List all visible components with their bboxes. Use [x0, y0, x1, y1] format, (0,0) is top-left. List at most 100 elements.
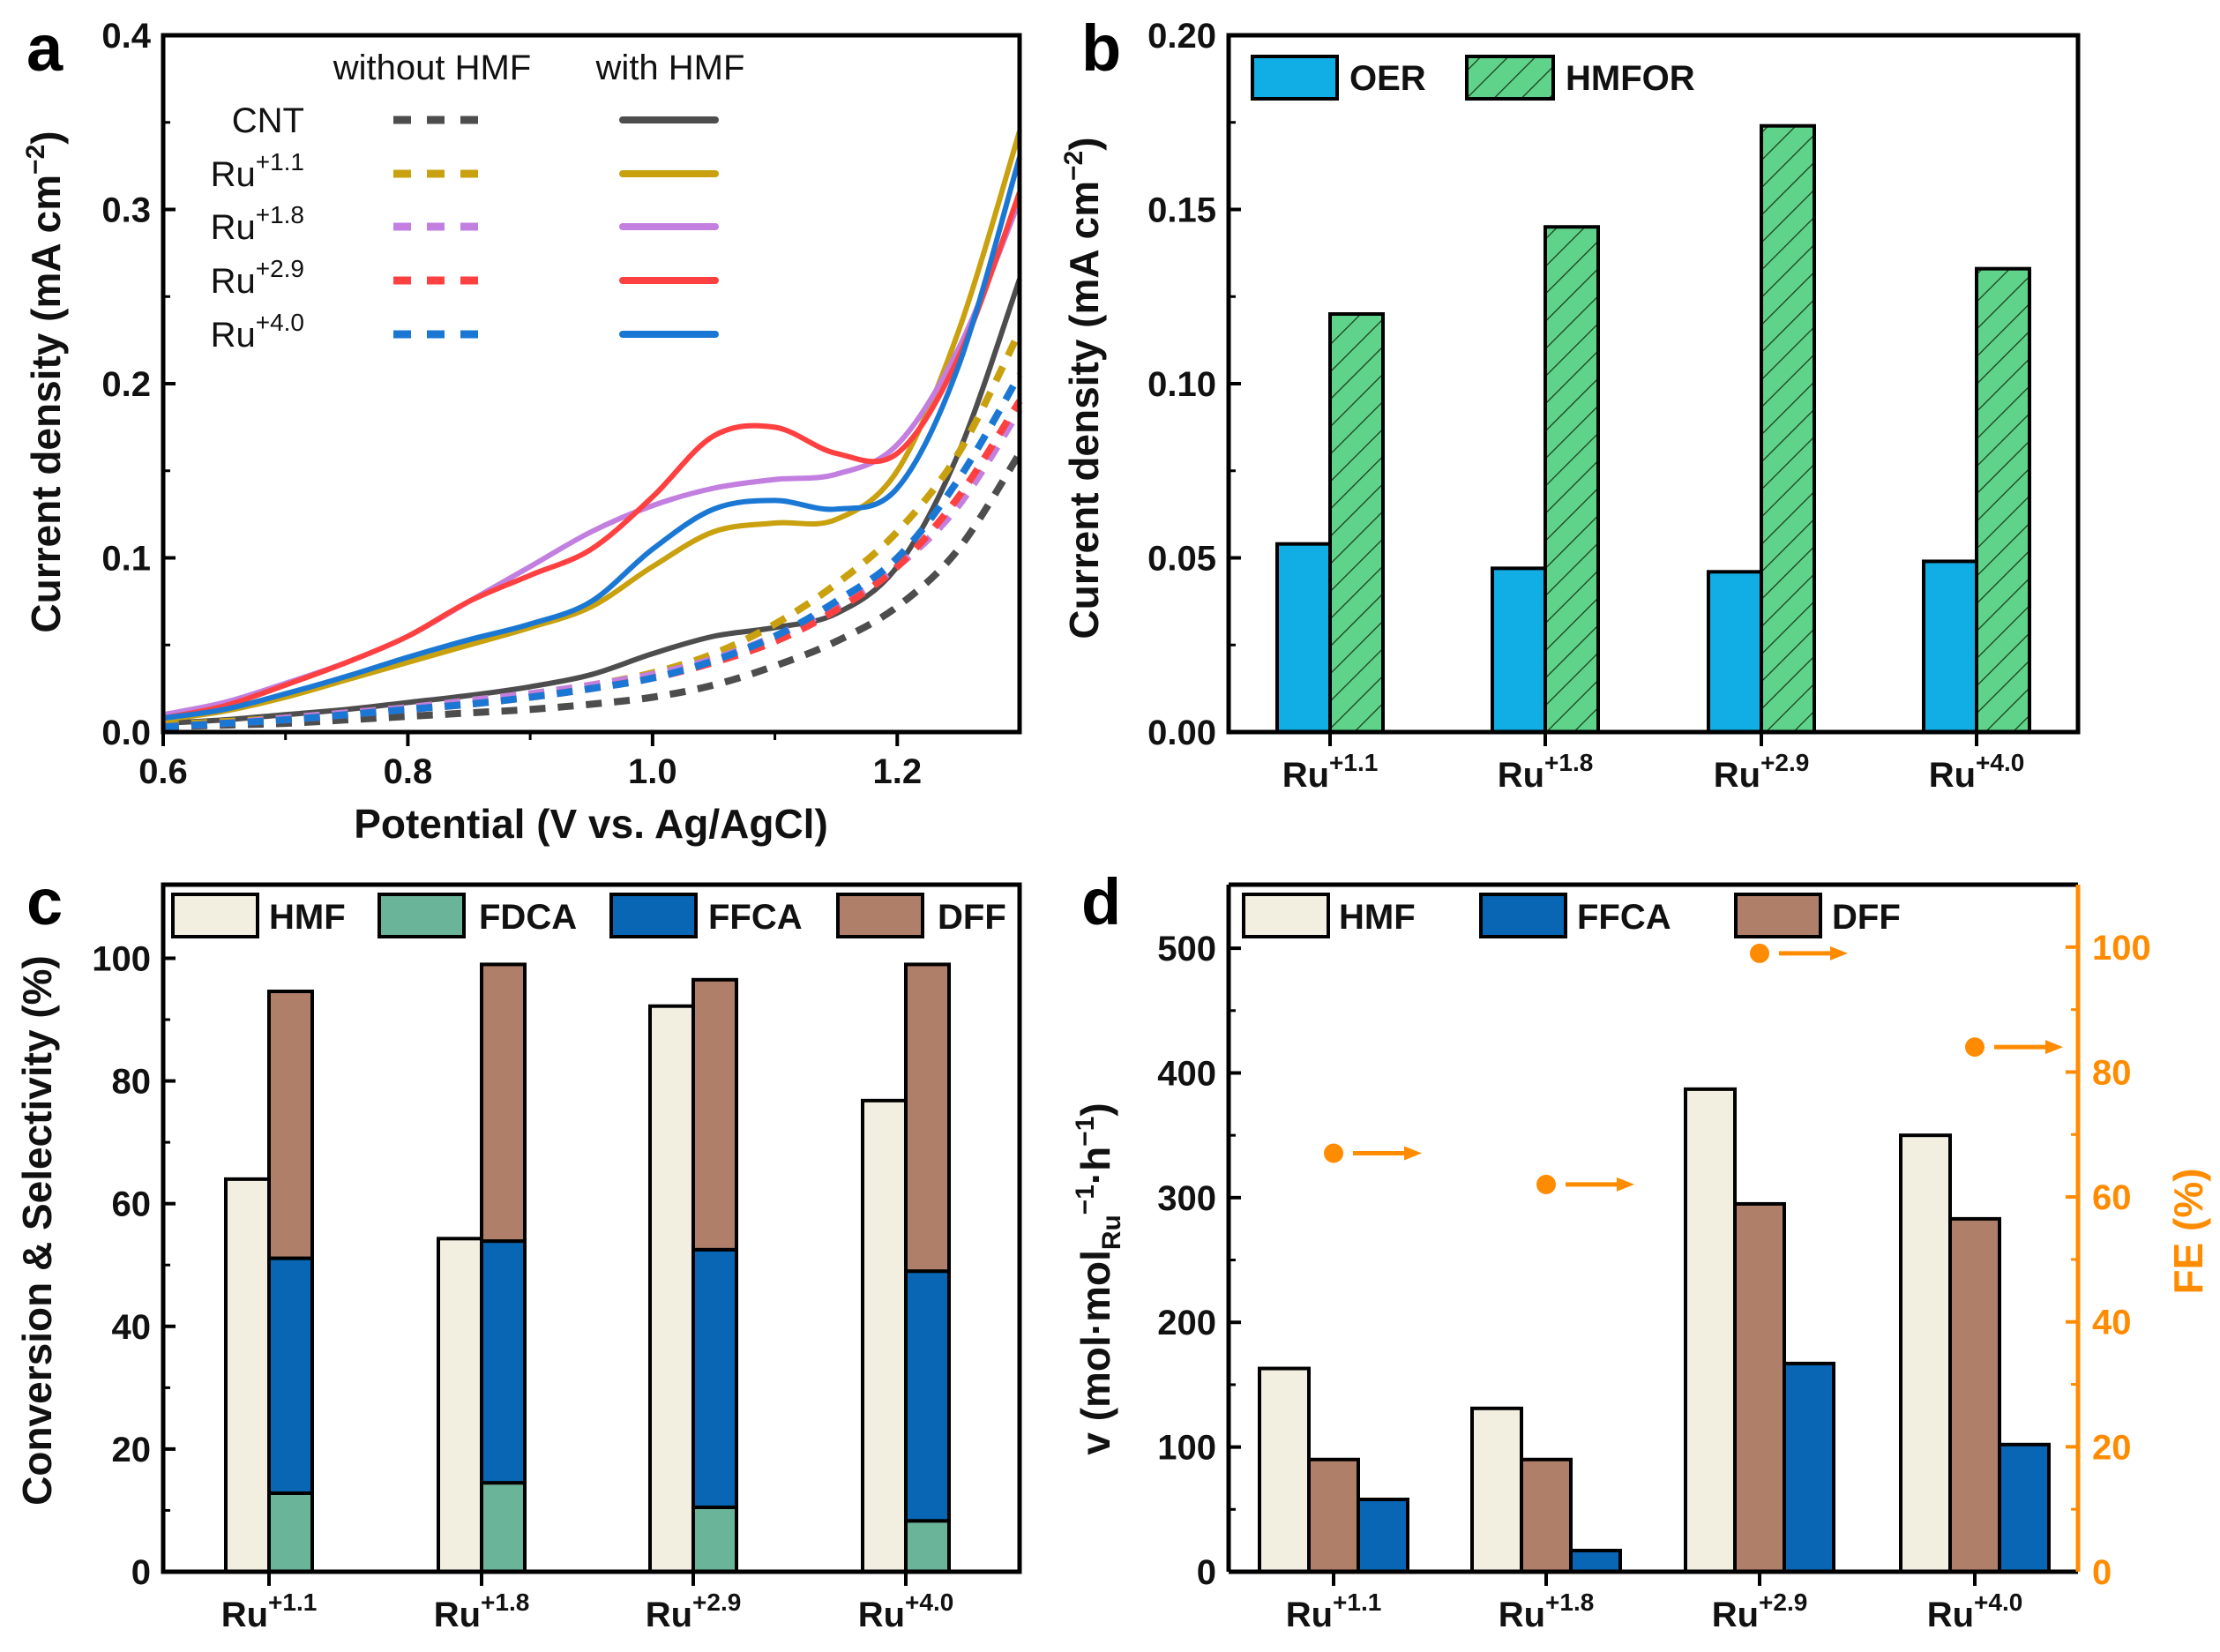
category-sup: +1.8 [1545, 1588, 1594, 1616]
legend-swatch-fdca [377, 893, 466, 938]
y-tick-label: 500 [1157, 930, 1216, 968]
category-sup: +4.0 [905, 1588, 953, 1616]
line-with-hmf-0 [162, 278, 1022, 727]
legend-label: Ru+2.9 [211, 255, 304, 301]
legend-label-dff: DFF [938, 898, 1006, 937]
bar-fdca-selectivity [480, 1481, 527, 1574]
y-tick-label: 0.1 [101, 540, 151, 579]
y-axis-label: Current density (mA cm−2) [21, 131, 69, 632]
legend-label: Ru+1.1 [211, 148, 304, 194]
y-tick-label: 400 [1157, 1054, 1216, 1093]
a-axes-frame [161, 33, 1022, 735]
panel-label-a: a [26, 11, 64, 85]
y-tick-label: 0 [1197, 1553, 1216, 1592]
legend-label: Ru+4.0 [211, 309, 304, 355]
y-tick-label: 0 [131, 1553, 151, 1592]
category-sup: +2.9 [692, 1588, 741, 1616]
bar-dff-selectivity [691, 977, 738, 1252]
bar-dff [1307, 1457, 1360, 1574]
y2-tick-label: 60 [2092, 1178, 2132, 1217]
bar-hmf-conversion [224, 1177, 271, 1574]
y2-tick-label: 20 [2092, 1428, 2132, 1467]
bar-oer [1491, 566, 1547, 734]
c-axes-frame [161, 882, 1022, 1574]
x-tick-label: 1.0 [628, 752, 677, 791]
y2-tick-label: 100 [2092, 929, 2151, 968]
category-base: Ru [1712, 1596, 1759, 1634]
legend-label-fdca: FDCA [479, 898, 577, 937]
bar-dff-selectivity [267, 990, 314, 1260]
y-tick-label: 0.3 [101, 191, 151, 230]
y-tick-label: 0.20 [1147, 17, 1216, 56]
bar-hmf-conversion [437, 1237, 483, 1574]
bar-hmf-conversion [648, 1004, 695, 1574]
x-tick-label: Ru+1.1 [221, 1588, 318, 1634]
bar-oer [1922, 559, 1978, 735]
legend-label-hmf: HMF [1339, 898, 1416, 937]
bar-dff-selectivity [480, 962, 527, 1244]
bar-oer [1707, 570, 1763, 734]
x-tick-label: Ru+1.8 [434, 1588, 530, 1634]
x-tick-label: Ru+2.9 [1714, 749, 1810, 795]
line-with-hmf-4 [162, 156, 1022, 721]
bar-hmf [1684, 1087, 1737, 1574]
category-base: Ru [1714, 756, 1760, 795]
y-axis-label-part: ) [23, 131, 69, 144]
panel-label-b: b [1081, 11, 1121, 85]
category-sup: +1.8 [481, 1588, 529, 1616]
y-tick-label: 200 [1157, 1304, 1216, 1342]
bar-ffca-selectivity [691, 1247, 738, 1509]
x-tick-label: Ru+1.1 [1286, 1588, 1382, 1634]
legend-label-base: Ru [211, 155, 256, 194]
bar-fdca-selectivity [691, 1505, 738, 1574]
panel-label-c: c [26, 865, 63, 938]
legend-label-base: Ru [211, 316, 256, 355]
y-tick-label: 60 [112, 1185, 152, 1224]
legend-label-dff: DFF [1832, 898, 1901, 937]
bar-hmfor [1975, 266, 2031, 734]
y-axis-label-part: ) [1061, 137, 1107, 150]
bar-dff-selectivity [904, 962, 951, 1274]
category-base: Ru [646, 1596, 692, 1634]
y-axis-label-part: −1 [1071, 1185, 1100, 1215]
y2-tick-label: 0 [2092, 1553, 2112, 1592]
y-axis-label-part: −2 [1059, 151, 1088, 181]
bar-hmf [1258, 1366, 1311, 1574]
category-base: Ru [434, 1596, 481, 1634]
bar-fdca-selectivity [904, 1519, 951, 1574]
category-sup: +1.8 [1544, 749, 1593, 776]
y-tick-label: 0.00 [1147, 714, 1216, 752]
line-with-hmf-3 [162, 191, 1022, 721]
category-base: Ru [1498, 756, 1544, 795]
legend-swatch-dff [1734, 893, 1822, 938]
arrow-right-icon [1617, 1177, 1634, 1192]
x-tick-label: Ru+2.9 [646, 1588, 742, 1634]
bar-ffca [1783, 1361, 1835, 1574]
fe-point [1324, 1143, 1343, 1163]
x-tick-label: Ru+4.0 [1927, 1588, 2023, 1634]
y-tick-label: 20 [112, 1431, 152, 1469]
y-axis-label-part: Ru [1097, 1215, 1126, 1250]
y-tick-label: 40 [112, 1308, 152, 1347]
b-axes-frame [1226, 33, 2081, 735]
bar-hmf-conversion [861, 1098, 908, 1574]
bar-ffca [1357, 1498, 1409, 1574]
legend-swatch-ffca [1479, 893, 1567, 938]
y-tick-label: 0.10 [1147, 365, 1216, 404]
category-base: Ru [1929, 756, 1976, 795]
plot-area-a [162, 130, 1023, 731]
y-axis-label-part: −1 [1071, 1117, 1100, 1147]
y-axis-label-part: v (mol·mol [1073, 1250, 1118, 1455]
legend-swatch-ffca [609, 893, 698, 938]
category-sup: +1.1 [268, 1588, 317, 1616]
y2-tick-label: 80 [2092, 1053, 2132, 1092]
fe-point [1536, 1174, 1556, 1194]
y-axis-label-part: Current density (mA cm [1061, 181, 1107, 639]
y2-tick-label: 40 [2092, 1304, 2132, 1342]
y-axis-label-part: Current density (mA cm [23, 175, 69, 633]
y-axis-label: Current density (mA cm−2) [1059, 137, 1107, 639]
legend-swatch-hmf [1242, 893, 1330, 938]
line-without-hmf-0 [162, 451, 1023, 731]
x-tick-label: Ru+4.0 [858, 1588, 954, 1634]
category-base: Ru [1282, 756, 1329, 795]
